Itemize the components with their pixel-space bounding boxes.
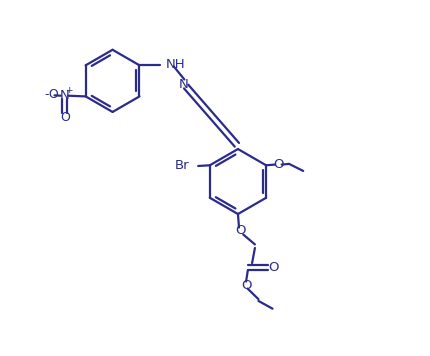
Text: N: N: [60, 89, 70, 102]
Text: N: N: [179, 78, 188, 90]
Text: O: O: [60, 111, 70, 124]
Text: +: +: [65, 85, 73, 95]
Text: O: O: [268, 261, 279, 274]
Text: -O: -O: [44, 88, 59, 101]
Text: Br: Br: [175, 159, 190, 173]
Text: O: O: [236, 225, 246, 237]
Text: O: O: [241, 278, 251, 292]
Text: NH: NH: [166, 58, 186, 72]
Text: O: O: [273, 158, 284, 171]
